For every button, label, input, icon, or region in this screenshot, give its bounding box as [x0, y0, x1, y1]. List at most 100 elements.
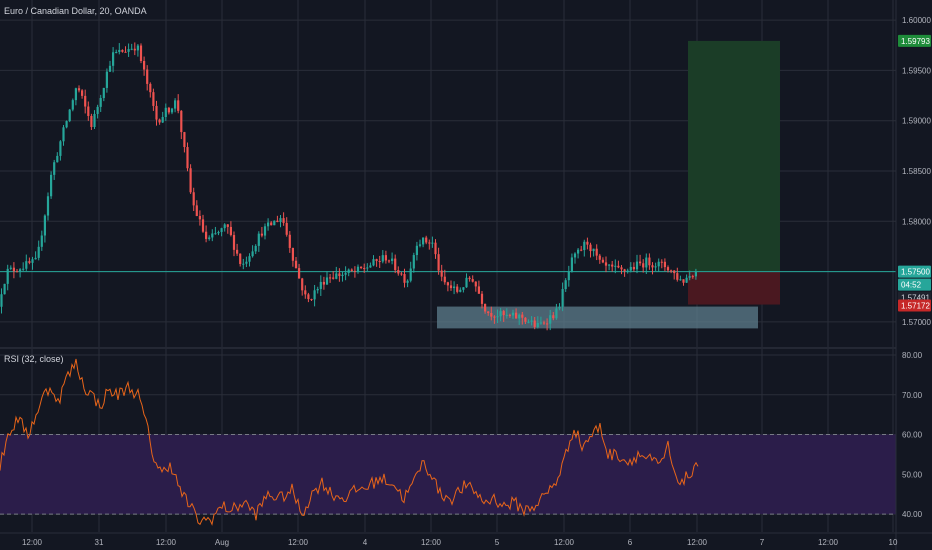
stop-price-tag	[898, 299, 931, 312]
candle-body	[3, 283, 6, 295]
candle-body	[56, 155, 59, 163]
candle-body	[68, 109, 71, 122]
candle-body	[77, 88, 81, 91]
candle-body	[205, 231, 208, 239]
rsi-tick-label: 70.00	[902, 391, 923, 400]
candle-body	[102, 87, 105, 99]
candle-body	[198, 215, 201, 220]
time-tick-label: 12:00	[818, 538, 839, 547]
candle-body	[484, 303, 487, 312]
candle-body	[518, 314, 521, 319]
candle-body	[294, 260, 298, 269]
rsi-axis[interactable]: 80.00 70.00 60.00 50.00 40.00	[902, 351, 923, 519]
candle-body	[329, 277, 332, 279]
candle-body	[31, 259, 34, 263]
candle-body	[418, 244, 422, 246]
candle-body	[412, 255, 415, 269]
candle-body	[651, 265, 654, 268]
candle-body	[583, 241, 586, 251]
candle-body	[378, 260, 381, 262]
candle-body	[149, 83, 152, 93]
demand-zone[interactable]	[437, 306, 758, 329]
candle-body	[375, 259, 378, 261]
candle-body	[242, 263, 245, 265]
candle-body	[505, 314, 508, 316]
candle-body	[604, 262, 608, 266]
candle-body	[167, 107, 170, 113]
countdown-price-tag	[898, 278, 931, 291]
candle-body	[245, 261, 248, 264]
candle-body	[251, 251, 254, 257]
stop-zone[interactable]	[688, 271, 780, 305]
rsi-band	[0, 434, 896, 515]
candle-body	[360, 266, 363, 269]
symbol-title[interactable]: Euro / Canadian Dollar, 20, OANDA	[4, 6, 147, 16]
candle-body	[471, 279, 474, 282]
price-tick-label: 1.59000	[902, 117, 931, 126]
candle-body	[428, 242, 431, 244]
candle-body	[524, 317, 527, 322]
candle-body	[521, 314, 524, 318]
candle-body	[291, 247, 294, 261]
rsi-label[interactable]: RSI (32, close)	[4, 354, 64, 364]
candle-body	[663, 261, 666, 268]
candle-body	[214, 233, 217, 235]
price-tick-label: 1.60000	[902, 16, 931, 25]
candle-body	[434, 242, 437, 255]
candle-body	[350, 269, 353, 271]
candle-body	[691, 276, 694, 278]
candle-body	[626, 270, 629, 272]
candle-body	[115, 52, 118, 54]
candle-body	[465, 277, 468, 288]
candle-body	[670, 270, 673, 272]
candle-body	[40, 235, 43, 247]
candle-body	[105, 71, 108, 88]
candle-body	[301, 278, 304, 291]
candle-body	[682, 279, 685, 283]
candle-body	[642, 263, 645, 268]
time-tick-label: 12:00	[421, 538, 442, 547]
candle-body	[226, 224, 229, 227]
candle-body	[307, 294, 310, 300]
candle-body	[356, 266, 360, 272]
candle-body	[59, 141, 62, 156]
candle-body	[53, 162, 56, 175]
candle-body	[657, 261, 660, 267]
candle-body	[499, 311, 502, 317]
candle-body	[43, 215, 46, 236]
candle-body	[363, 268, 366, 270]
time-axis[interactable]: 12:00 31 12:00 Aug 12:00 4 12:00 5 12:00 6 12:00 7 1…	[22, 538, 898, 547]
candle-body	[456, 286, 459, 292]
candle-body	[322, 281, 325, 285]
candle-body	[620, 267, 623, 270]
candle-body	[201, 219, 205, 232]
time-tick-label: 12:00	[687, 538, 708, 547]
candle-body	[477, 286, 480, 294]
candle-body	[155, 105, 158, 120]
candle-body	[22, 268, 25, 270]
candle-body	[208, 237, 211, 239]
candle-body	[260, 233, 263, 236]
candle-body	[400, 273, 403, 275]
candle-body	[496, 316, 499, 318]
candle-body	[174, 100, 177, 109]
candle-body	[223, 224, 226, 229]
candle-body	[539, 322, 542, 324]
candle-body	[127, 49, 130, 52]
candle-body	[611, 264, 614, 267]
last-price-price-tag-label: 1.57500	[901, 268, 930, 277]
candle-body	[96, 106, 99, 114]
price-tick-label: 1.58500	[902, 167, 931, 176]
target-zone[interactable]	[688, 40, 780, 272]
candle-body	[567, 271, 570, 281]
candle-body	[112, 52, 115, 66]
target-price-tag-label: 1.59793	[901, 37, 930, 46]
candle-body	[263, 226, 267, 236]
time-tick-label: 12:00	[156, 538, 177, 547]
candle-body	[298, 268, 301, 279]
candle-body	[254, 245, 257, 252]
candle-body	[285, 222, 288, 235]
candle-body	[598, 255, 601, 260]
candle-body	[577, 249, 580, 254]
